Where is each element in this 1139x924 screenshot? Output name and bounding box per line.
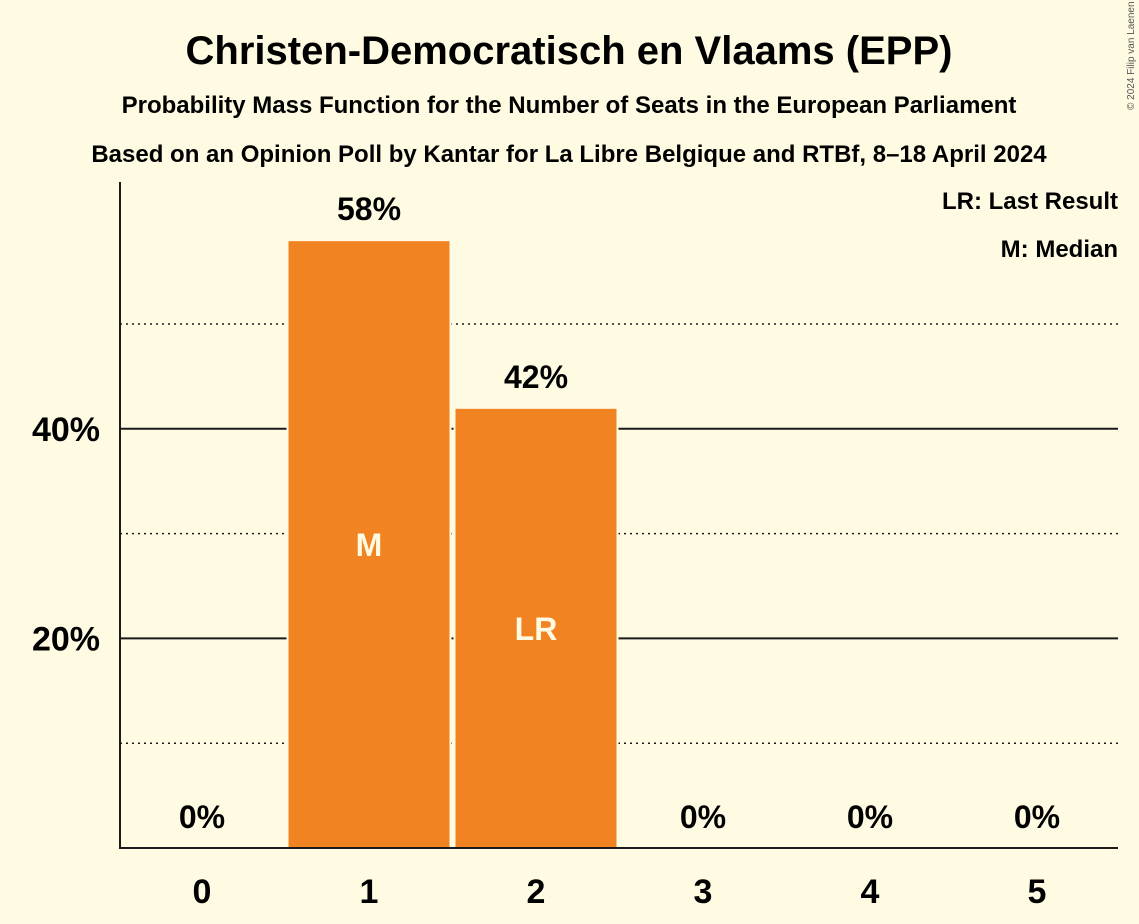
bar-marker-label: M <box>356 527 383 563</box>
bar <box>286 239 452 850</box>
chart-source: Based on an Opinion Poll by Kantar for L… <box>91 141 1047 168</box>
x-tick-label: 0 <box>193 873 212 911</box>
x-tick-label: 3 <box>694 873 713 911</box>
bar-value-label: 58% <box>337 191 401 227</box>
bar-marker-label: LR <box>515 611 558 647</box>
copyright-notice: © 2024 Filip van Laenen <box>1126 1 1137 110</box>
bar-value-label: 42% <box>504 359 568 395</box>
legend-median: M: Median <box>1001 236 1118 263</box>
bar <box>453 406 619 849</box>
y-tick-label: 40% <box>32 411 100 449</box>
chart-title: Christen-Democratisch en Vlaams (EPP) <box>186 29 953 73</box>
y-tick-label: 20% <box>32 620 100 658</box>
bar-value-label: 0% <box>1014 799 1060 835</box>
legend-last-result: LR: Last Result <box>942 188 1118 215</box>
chart-subtitle: Probability Mass Function for the Number… <box>122 92 1017 119</box>
bar-value-label: 0% <box>179 799 225 835</box>
x-tick-label: 4 <box>861 873 880 911</box>
x-tick-label: 5 <box>1028 873 1047 911</box>
x-tick-label: 2 <box>527 873 546 911</box>
x-tick-label: 1 <box>360 873 379 911</box>
bar-value-label: 0% <box>680 799 726 835</box>
bar-value-label: 0% <box>847 799 893 835</box>
